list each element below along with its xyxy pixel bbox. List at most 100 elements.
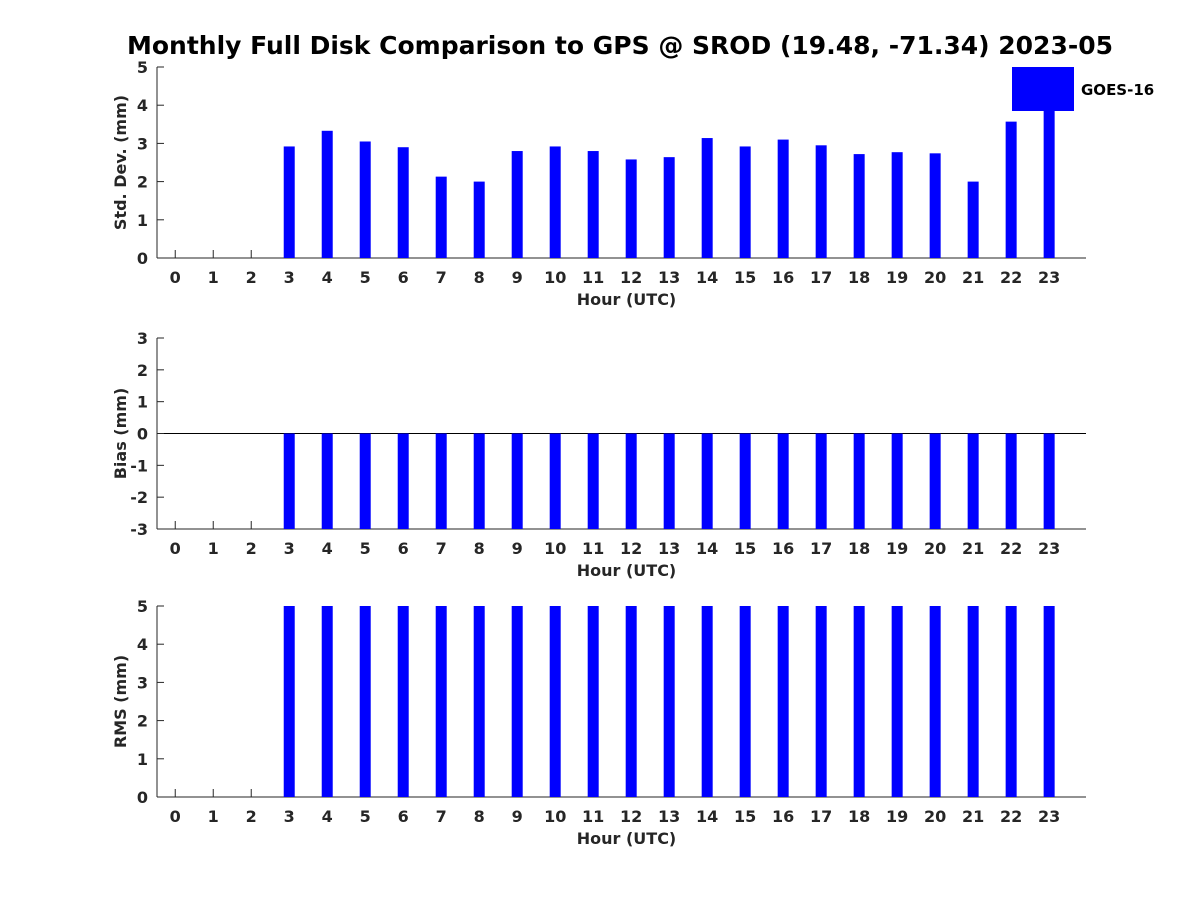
bar-hour-7 (435, 176, 447, 258)
bar-hour-14 (701, 138, 713, 258)
x-tick-label: 1 (208, 539, 219, 558)
y-tick-label: 1 (137, 211, 148, 230)
bar-hour-12 (625, 433, 637, 529)
x-tick-label: 21 (962, 807, 984, 826)
x-tick-label: 12 (620, 268, 642, 287)
bar-hour-3 (283, 146, 295, 258)
x-tick-label: 7 (436, 539, 447, 558)
legend: GOES-16 (1012, 67, 1154, 111)
bar-hour-8 (473, 606, 485, 797)
x-tick-label: 18 (848, 539, 870, 558)
x-tick-label: 7 (436, 268, 447, 287)
bar-hour-3 (283, 606, 295, 797)
y-axis-label: RMS (mm) (111, 655, 130, 748)
x-tick-label: 14 (696, 268, 718, 287)
x-tick-label: 10 (544, 268, 566, 287)
bar-hour-19 (891, 433, 903, 529)
bar-hour-13 (663, 433, 675, 529)
bar-hour-17 (815, 606, 827, 797)
x-axis-label: Hour (UTC) (577, 829, 677, 848)
x-tick-label: 6 (398, 539, 409, 558)
x-tick-label: 11 (582, 807, 604, 826)
x-tick-label: 17 (810, 807, 832, 826)
y-tick-label: 0 (137, 788, 148, 807)
y-tick-label: 1 (137, 750, 148, 769)
bar-hour-15 (739, 433, 751, 529)
x-tick-label: 23 (1038, 539, 1060, 558)
y-tick-label: 5 (137, 597, 148, 616)
bar-hour-8 (473, 181, 485, 258)
x-axis-label: Hour (UTC) (577, 561, 677, 580)
x-tick-label: 0 (170, 268, 181, 287)
x-tick-label: 18 (848, 268, 870, 287)
x-tick-label: 17 (810, 268, 832, 287)
x-tick-label: 8 (474, 539, 485, 558)
x-tick-label: 3 (284, 807, 295, 826)
bar-hour-22 (1005, 606, 1017, 797)
y-tick-label: 4 (137, 96, 148, 115)
x-tick-label: 21 (962, 268, 984, 287)
bar-hour-12 (625, 159, 637, 258)
y-tick-label: 3 (137, 134, 148, 153)
bar-hour-19 (891, 152, 903, 258)
bar-hour-12 (625, 606, 637, 797)
bar-hour-18 (853, 606, 865, 797)
bar-hour-20 (929, 433, 941, 529)
x-tick-label: 9 (512, 539, 523, 558)
x-tick-label: 16 (772, 539, 794, 558)
x-tick-label: 11 (582, 539, 604, 558)
bar-hour-4 (321, 130, 333, 258)
x-tick-label: 13 (658, 268, 680, 287)
x-tick-label: 5 (360, 539, 371, 558)
x-tick-label: 6 (398, 268, 409, 287)
bar-hour-23 (1043, 606, 1055, 797)
bar-hour-21 (967, 606, 979, 797)
y-axis-label: Std. Dev. (mm) (111, 95, 130, 230)
x-tick-label: 6 (398, 807, 409, 826)
bar-hour-14 (701, 433, 713, 529)
x-tick-label: 2 (246, 539, 257, 558)
bar-hour-11 (587, 433, 599, 529)
x-tick-label: 22 (1000, 539, 1022, 558)
bar-hour-21 (967, 433, 979, 529)
x-tick-label: 19 (886, 268, 908, 287)
bar-hour-15 (739, 606, 751, 797)
bar-hour-16 (777, 139, 789, 258)
bar-hour-10 (549, 146, 561, 258)
x-tick-label: 1 (208, 807, 219, 826)
bar-hour-11 (587, 606, 599, 797)
x-tick-label: 2 (246, 807, 257, 826)
x-axis-label: Hour (UTC) (577, 290, 677, 309)
y-tick-label: 0 (137, 249, 148, 268)
x-tick-label: 0 (170, 539, 181, 558)
x-tick-label: 9 (512, 268, 523, 287)
bar-hour-17 (815, 433, 827, 529)
x-tick-label: 19 (886, 807, 908, 826)
bar-hour-18 (853, 433, 865, 529)
bar-hour-15 (739, 146, 751, 258)
y-tick-label: 5 (137, 58, 148, 77)
x-tick-label: 8 (474, 807, 485, 826)
bar-hour-8 (473, 433, 485, 529)
x-tick-label: 15 (734, 268, 756, 287)
x-tick-label: 15 (734, 539, 756, 558)
x-tick-label: 15 (734, 807, 756, 826)
bar-hour-5 (359, 433, 371, 529)
bar-hour-22 (1005, 433, 1017, 529)
x-tick-label: 8 (474, 268, 485, 287)
x-tick-label: 13 (658, 807, 680, 826)
bar-hour-6 (397, 433, 409, 529)
x-tick-label: 4 (322, 268, 333, 287)
x-tick-label: 21 (962, 539, 984, 558)
bar-hour-23 (1043, 105, 1055, 258)
x-tick-label: 13 (658, 539, 680, 558)
bar-hour-9 (511, 151, 523, 258)
y-tick-label: 4 (137, 635, 148, 654)
bar-hour-6 (397, 606, 409, 797)
y-tick-label: 2 (137, 361, 148, 380)
x-tick-label: 4 (322, 539, 333, 558)
x-tick-label: 7 (436, 807, 447, 826)
